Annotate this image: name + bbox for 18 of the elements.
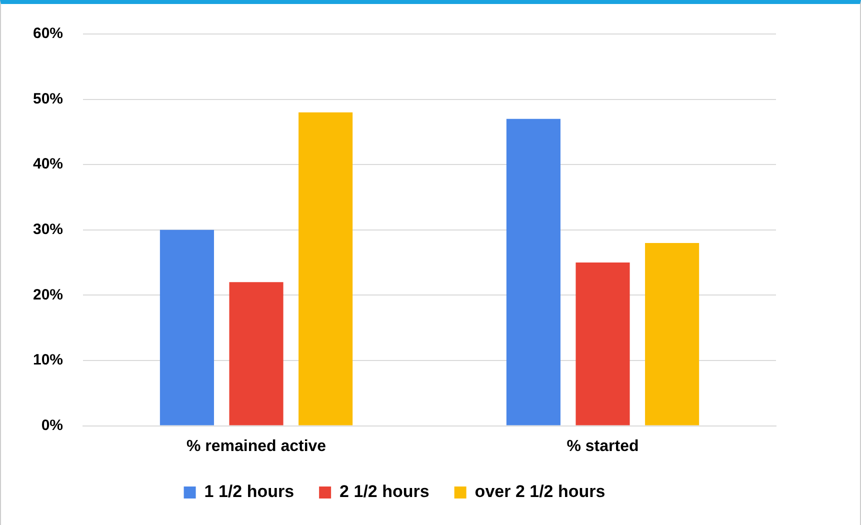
bar bbox=[506, 118, 560, 426]
y-tick-label: 20% bbox=[32, 286, 64, 304]
y-tick-label: 30% bbox=[32, 221, 64, 238]
legend-label: over 2 1/2 hours bbox=[474, 482, 606, 502]
x-tick-label: % remained active bbox=[186, 438, 326, 455]
y-tick-label: 40% bbox=[32, 156, 64, 173]
bar bbox=[298, 112, 353, 426]
y-tick-label: 10% bbox=[32, 352, 64, 369]
y-tick-label: 50% bbox=[32, 90, 64, 108]
y-tick-label: 60% bbox=[32, 25, 64, 42]
x-tick-label: % started bbox=[566, 438, 639, 455]
bar bbox=[576, 262, 630, 426]
y-tick-label: 0% bbox=[41, 416, 64, 434]
legend-label: 2 1/2 hours bbox=[340, 482, 430, 502]
bar bbox=[229, 282, 284, 426]
bar bbox=[645, 242, 700, 426]
bar bbox=[160, 230, 214, 426]
legend-label: 1 1/2 hours bbox=[204, 482, 294, 502]
